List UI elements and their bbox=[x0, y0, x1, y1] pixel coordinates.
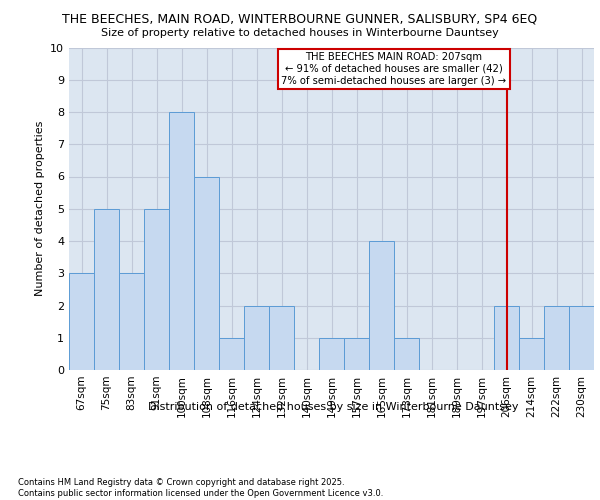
Bar bbox=[344, 338, 369, 370]
Bar bbox=[544, 306, 569, 370]
Bar bbox=[119, 273, 144, 370]
Bar bbox=[94, 209, 119, 370]
Bar bbox=[319, 338, 344, 370]
Y-axis label: Number of detached properties: Number of detached properties bbox=[35, 121, 44, 296]
Text: THE BEECHES, MAIN ROAD, WINTERBOURNE GUNNER, SALISBURY, SP4 6EQ: THE BEECHES, MAIN ROAD, WINTERBOURNE GUN… bbox=[62, 12, 538, 26]
Bar bbox=[69, 273, 94, 370]
Bar bbox=[144, 209, 169, 370]
Text: Contains HM Land Registry data © Crown copyright and database right 2025.
Contai: Contains HM Land Registry data © Crown c… bbox=[18, 478, 383, 498]
Bar bbox=[569, 306, 594, 370]
Bar bbox=[169, 112, 194, 370]
Text: THE BEECHES MAIN ROAD: 207sqm
← 91% of detached houses are smaller (42)
7% of se: THE BEECHES MAIN ROAD: 207sqm ← 91% of d… bbox=[281, 52, 506, 86]
Bar bbox=[244, 306, 269, 370]
Bar bbox=[269, 306, 294, 370]
Text: Size of property relative to detached houses in Winterbourne Dauntsey: Size of property relative to detached ho… bbox=[101, 28, 499, 38]
Bar bbox=[394, 338, 419, 370]
Bar bbox=[369, 241, 394, 370]
Text: Distribution of detached houses by size in Winterbourne Dauntsey: Distribution of detached houses by size … bbox=[148, 402, 518, 412]
Bar bbox=[519, 338, 544, 370]
Bar bbox=[494, 306, 519, 370]
Bar bbox=[194, 176, 219, 370]
Bar bbox=[219, 338, 244, 370]
